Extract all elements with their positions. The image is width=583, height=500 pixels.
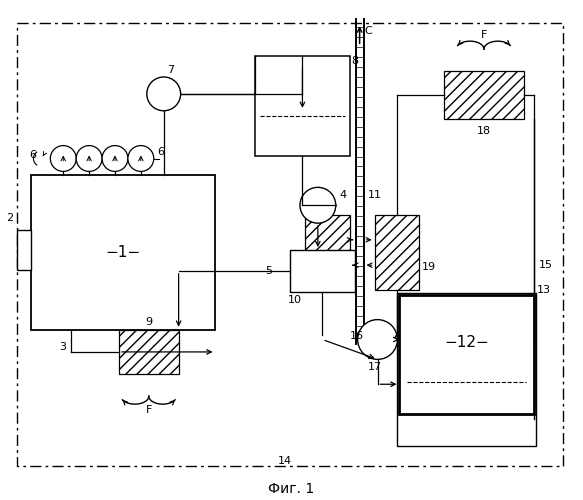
Bar: [16, 230, 31, 270]
Bar: [290, 250, 354, 292]
Bar: [398, 293, 536, 446]
Bar: [444, 71, 524, 118]
Text: 6: 6: [158, 146, 165, 156]
Text: F: F: [146, 405, 152, 415]
Text: 9: 9: [145, 316, 152, 326]
Text: 8: 8: [352, 56, 359, 66]
Bar: [305, 215, 350, 290]
Text: 14: 14: [278, 456, 292, 466]
Bar: [16, 24, 564, 466]
Text: C: C: [364, 26, 373, 36]
Bar: [374, 215, 419, 290]
Text: 19: 19: [422, 262, 437, 272]
Text: 13: 13: [536, 285, 550, 295]
Text: 7: 7: [167, 65, 174, 75]
Text: 4: 4: [340, 190, 347, 200]
Text: 16: 16: [350, 330, 364, 340]
Circle shape: [102, 146, 128, 172]
Text: 3: 3: [59, 342, 66, 352]
Text: 10: 10: [288, 294, 302, 304]
Text: F: F: [481, 30, 487, 40]
Text: 2: 2: [6, 213, 13, 223]
Bar: [255, 56, 350, 156]
Text: 11: 11: [367, 190, 382, 200]
Text: 5: 5: [265, 266, 272, 276]
Circle shape: [76, 146, 102, 172]
Text: −12−: −12−: [444, 335, 489, 350]
Text: 6: 6: [29, 150, 36, 160]
Text: Фиг. 1: Фиг. 1: [268, 482, 314, 496]
Bar: [31, 176, 216, 330]
Text: 18: 18: [477, 126, 491, 136]
Circle shape: [300, 188, 336, 223]
Circle shape: [50, 146, 76, 172]
Circle shape: [357, 320, 398, 360]
Bar: [119, 330, 178, 374]
Circle shape: [147, 77, 181, 111]
Bar: [399, 294, 533, 414]
Text: 17: 17: [367, 362, 382, 372]
Circle shape: [128, 146, 154, 172]
Text: 15: 15: [539, 260, 553, 270]
Text: −1−: −1−: [106, 245, 141, 260]
